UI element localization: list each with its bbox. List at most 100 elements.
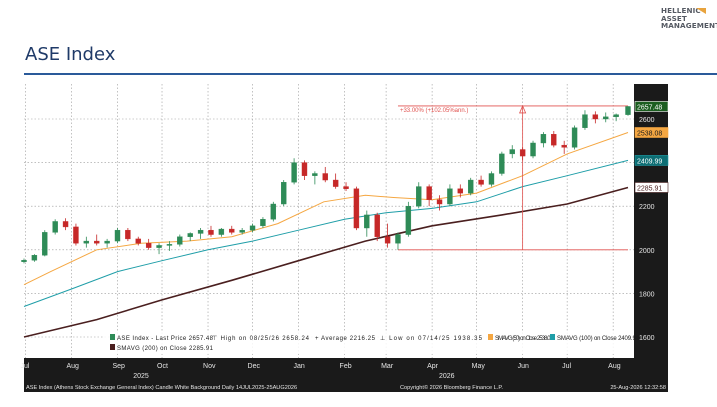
candle-body: [156, 245, 162, 248]
candle-body: [177, 236, 183, 245]
candle-body: [478, 179, 484, 185]
candle-body: [582, 114, 588, 128]
footer-left: ASE Index (Athens Stock Exchange General…: [26, 385, 297, 391]
last-value-label-sma200: 2285.91: [637, 185, 662, 192]
candle-body: [353, 188, 360, 229]
legend-entry: ⊥ Low on 07/14/25 1938.35: [380, 335, 483, 342]
candle-body: [343, 186, 349, 189]
candle-body: [625, 106, 631, 115]
x-tick-label: Jan: [294, 363, 305, 370]
plot-area: [24, 84, 634, 358]
x-year-label: 2025: [133, 373, 149, 380]
candle-body: [416, 186, 422, 207]
candle-body: [83, 240, 90, 244]
candle-body: [145, 243, 152, 248]
candle-body: [467, 179, 474, 194]
legend-entry: ⊤ High on 08/25/26 2658.24: [212, 335, 310, 342]
series-line-sma100: [23, 159, 629, 307]
x-tick-label: Aug: [608, 363, 621, 370]
title-rule: [24, 73, 717, 75]
candle-body: [52, 221, 58, 233]
footer-bar: [24, 381, 668, 392]
candle-body: [436, 199, 443, 205]
x-tick-label: Jul: [20, 363, 29, 370]
y-axis-panel: [634, 84, 668, 358]
candle-body: [509, 149, 515, 155]
candle-body: [613, 114, 619, 118]
candle-body: [571, 127, 578, 148]
brand-line-3: MANAGEMENT: [661, 21, 717, 31]
legend-entry: + Average 2216.25: [315, 336, 376, 342]
x-tick-label: Dec: [248, 363, 261, 370]
candle-body: [530, 142, 536, 157]
y-tick-label: 2600: [639, 117, 655, 124]
legend-swatch-price: [110, 334, 115, 340]
y-tick-label: 2000: [639, 248, 655, 255]
candle-body: [561, 144, 567, 148]
candle-body: [218, 228, 225, 235]
footer-right: 25-Aug-2026 12:32:58: [610, 385, 666, 391]
x-tick-label: Oct: [157, 363, 168, 370]
x-tick-label: Feb: [340, 363, 352, 370]
candle-body: [301, 162, 308, 176]
candle-body: [499, 153, 505, 174]
candle-body: [166, 244, 173, 246]
last-value-tag-sma200: [634, 182, 669, 193]
brand-line-2: ASSET: [661, 13, 687, 23]
x-tick-label: Jun: [518, 363, 529, 370]
candle-body: [125, 229, 131, 240]
last-value-tag-sma100: [634, 155, 669, 166]
series-line-sma50: [23, 132, 629, 286]
last-value-label-price: 2657.48: [637, 104, 662, 111]
candle-body: [364, 214, 370, 229]
x-year-label: 2026: [439, 373, 455, 380]
legend-swatch-sma100: [550, 334, 555, 340]
x-tick-label: Sep: [112, 363, 125, 370]
last-value-label-sma100: 2409.99: [637, 158, 662, 165]
candle-body: [21, 260, 27, 262]
x-tick-label: Jul: [562, 363, 571, 370]
candle-body: [322, 173, 328, 181]
candle-body: [540, 134, 547, 144]
candle-body: [73, 226, 79, 244]
annotation-arrow-icon: [519, 104, 527, 114]
candle-body: [42, 232, 48, 256]
x-tick-label: Aug: [66, 363, 79, 370]
y-tick-label: 1600: [639, 335, 655, 342]
candle-body: [447, 188, 453, 205]
x-tick-label: Nov: [203, 363, 216, 370]
brand-mark-icon: [696, 8, 706, 14]
candle-body: [384, 236, 391, 244]
candle-body: [426, 186, 432, 200]
footer-center: Copyright© 2026 Bloomberg Finance L.P.: [400, 384, 503, 391]
candle-body: [229, 228, 235, 233]
brand-logo: HELLENIC ASSET MANAGEMENT: [661, 7, 717, 37]
legend-swatch-sma50: [488, 334, 493, 340]
candle-body: [374, 214, 380, 237]
last-value-label-sma50: 2538.08: [637, 130, 662, 137]
candle-body: [332, 179, 339, 187]
candle-body: [114, 229, 121, 242]
annotation-label: +33.00% (+102.05%ann.): [400, 108, 468, 114]
candle-body: [488, 173, 495, 185]
legend-entry: ASE Index - Last Price 2657.48: [117, 336, 214, 342]
candle-body: [187, 233, 193, 237]
candle-body: [135, 238, 141, 244]
legend-entry: SMAVG (100) on Close 2409.99: [557, 336, 640, 342]
candle-body: [281, 182, 287, 205]
legend-entry: SMAVG (200) on Close 2285.91: [117, 346, 214, 352]
candle-body: [260, 219, 266, 227]
legend-box: [104, 332, 629, 354]
candle-body: [94, 240, 100, 244]
last-value-tag-price: [634, 101, 669, 112]
candle-body: [104, 240, 110, 244]
legend-entry: SMAVG (50) on Close 2538.08: [495, 336, 554, 342]
x-tick-label: Apr: [427, 363, 439, 370]
last-value-tag-sma50: [634, 127, 669, 138]
candle-body: [239, 229, 245, 233]
candle-body: [395, 234, 401, 244]
candle-body: [291, 162, 297, 183]
candle-body: [405, 205, 412, 235]
candle-body: [208, 229, 214, 235]
